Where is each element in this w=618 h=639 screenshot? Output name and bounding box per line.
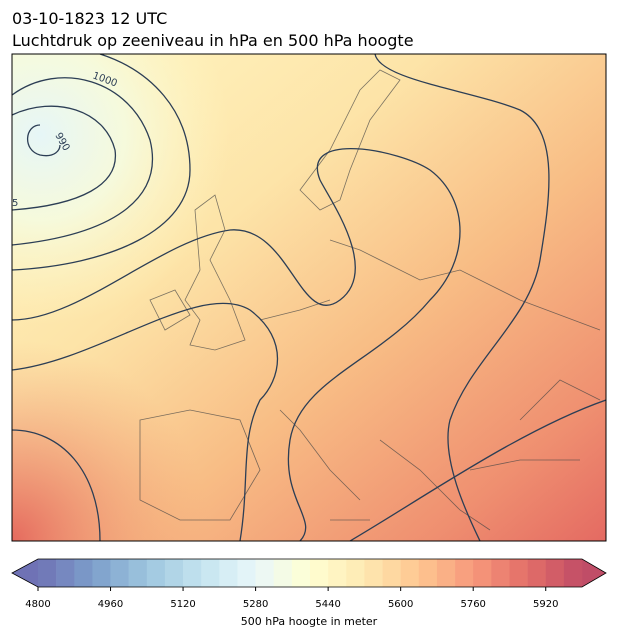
colorbar-segment: [509, 559, 528, 587]
colorbar-segment: [56, 559, 75, 587]
colorbar-segment: [563, 559, 583, 587]
colorbar-label: 500 hPa hoogte in meter: [241, 615, 378, 628]
colorbar-segment: [328, 559, 347, 587]
colorbar-segment: [346, 559, 365, 587]
colorbar: 4800 4960 5120 5280 5440 5600 5760 5920: [11, 558, 607, 610]
colorbar-segment: [74, 559, 93, 587]
map: [12, 54, 606, 541]
colorbar-segment: [400, 559, 420, 587]
colorbar-tick-label: 5920: [533, 599, 558, 610]
colorbar-segment: [310, 559, 329, 587]
colorbar-segment: [146, 559, 166, 587]
colorbar-segment: [110, 559, 129, 587]
colorbar-segment: [418, 559, 438, 587]
colorbar-tick-label: 5600: [388, 599, 413, 610]
colorbar-segment: [382, 559, 401, 587]
colorbar-tick-label: 4960: [98, 599, 123, 610]
colorbar-segment: [473, 559, 492, 587]
colorbar-segment: [364, 559, 383, 587]
colorbar-segment: [183, 559, 202, 587]
colorbar-segment: [38, 559, 57, 587]
extend-high: [582, 559, 606, 587]
colorbar-segment: [273, 559, 293, 587]
colorbar-segment: [164, 559, 184, 587]
contour-label: 5: [12, 198, 18, 209]
colorbar-tick-label: 4800: [25, 599, 50, 610]
colorbar-segment: [219, 559, 238, 587]
colorbar-segment: [255, 559, 275, 587]
colorbar-segment: [545, 559, 565, 587]
map-frame: [11, 53, 607, 542]
colorbar-segment: [436, 559, 456, 587]
colorbar-segment: [527, 559, 547, 587]
subtitle: Luchtdruk op zeeniveau in hPa en 500 hPa…: [12, 31, 414, 50]
colorbar-tick-label: 5440: [315, 599, 340, 610]
title: 03-10-1823 12 UTC: [12, 9, 167, 28]
colorbar-tick-label: 5760: [460, 599, 485, 610]
colorbar-segment: [491, 559, 510, 587]
colorbar-segment: [128, 559, 148, 587]
colorbar-tick-label: 5280: [243, 599, 268, 610]
colorbar-segment: [201, 559, 220, 587]
colorbar-segment: [237, 559, 256, 587]
colorbar-segment: [92, 559, 111, 587]
colorbar-outline: [11, 558, 607, 588]
colorbar-segment: [291, 559, 311, 587]
colorbar-segment: [455, 559, 474, 587]
colorbar-tick-label: 5120: [170, 599, 195, 610]
extend-low: [12, 559, 38, 587]
